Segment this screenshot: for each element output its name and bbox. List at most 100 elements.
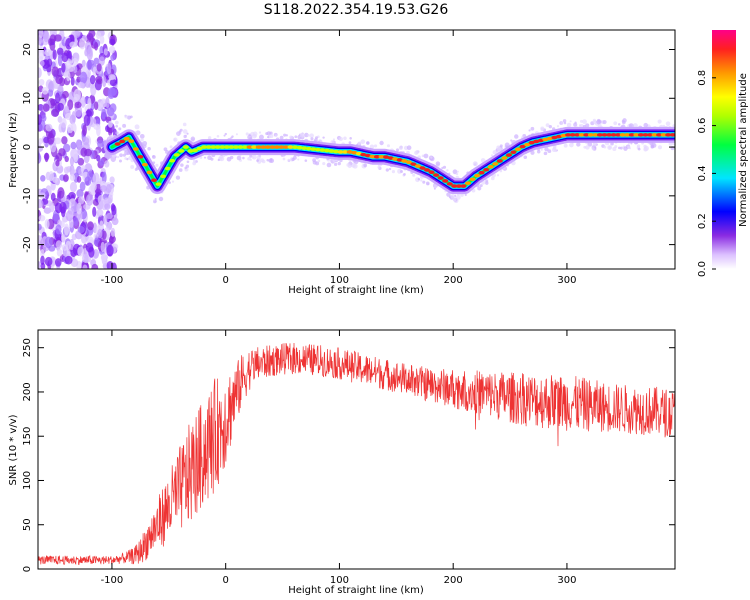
snr-y-ticks: 0 50 100 150 200 250 [22, 338, 675, 572]
noise-blob [70, 141, 77, 150]
noise-blob [101, 75, 107, 88]
halo-blob [412, 173, 416, 177]
noise-blob [95, 31, 102, 40]
colorbar-tick-label: 0.2 [697, 213, 708, 229]
halo-blob [377, 165, 381, 169]
noise-blob [54, 137, 62, 145]
halo-blob [403, 173, 406, 176]
colorbar-tick-label: 0.4 [697, 165, 708, 181]
noise-blob [72, 57, 79, 67]
halo-blob [314, 138, 318, 143]
halo-blob [229, 155, 234, 160]
ridge-peak [524, 142, 531, 147]
halo-blob [554, 149, 558, 153]
halo-blob [373, 144, 378, 148]
halo-blob [115, 124, 119, 128]
ridge-peak [337, 150, 344, 154]
halo-blob [357, 141, 362, 146]
halo-blob [118, 127, 122, 131]
snr-x-ticks: -100 0 100 200 300 [101, 330, 576, 586]
noise-blob [99, 158, 105, 166]
halo-blob [612, 146, 617, 152]
halo-blob [583, 145, 587, 149]
ridge-peak [619, 133, 626, 137]
halo-blob [350, 164, 353, 168]
noise-blob [101, 108, 107, 120]
noise-blob [100, 241, 105, 253]
halo-blob [258, 131, 262, 134]
noise-blob [109, 176, 115, 184]
noise-blob [78, 37, 86, 50]
x-tick-label: 200 [444, 275, 463, 286]
noise-blob [84, 176, 92, 186]
halo-blob [433, 183, 438, 189]
noise-blob [84, 41, 92, 52]
ridge-peak [237, 145, 244, 149]
spectrogram-y-axis-label: Frequency (Hz) [8, 112, 19, 188]
halo-blob [446, 169, 449, 172]
halo-blob [124, 157, 128, 160]
halo-blob [116, 155, 120, 159]
noise-blob [38, 153, 42, 164]
halo-blob [530, 126, 535, 131]
noise-blob [41, 87, 49, 95]
halo-blob [297, 158, 300, 161]
halo-blob [294, 135, 298, 139]
noise-blob [73, 216, 79, 227]
ridge-peak [255, 145, 262, 149]
ridge-peak [596, 133, 603, 137]
noise-blob [69, 41, 76, 48]
halo-blob [369, 144, 375, 149]
halo-blob [363, 163, 368, 168]
halo-blob [608, 145, 612, 149]
noise-blob [97, 228, 103, 239]
ridge-peak [342, 150, 349, 154]
noise-blob [96, 154, 101, 162]
halo-blob [186, 132, 189, 135]
ridge-peak [346, 150, 353, 154]
halo-blob [514, 134, 519, 139]
ridge-peak [405, 160, 412, 164]
halo-blob [130, 165, 135, 169]
noise-blob [80, 96, 86, 108]
halo-blob [274, 134, 278, 137]
halo-blob [585, 145, 590, 150]
y-tick-label: 150 [22, 427, 33, 446]
x-tick-label: 300 [557, 275, 576, 286]
halo-blob [433, 187, 436, 190]
ridge-peak [410, 162, 417, 166]
ridge-peak [219, 145, 226, 149]
halo-blob [460, 193, 464, 197]
ridge-peak [401, 159, 408, 163]
ridge-peak [460, 184, 467, 188]
snr-series-line [38, 342, 675, 566]
halo-blob [269, 157, 273, 161]
noise-blob [59, 201, 67, 214]
halo-blob [456, 170, 459, 173]
noise-blob [49, 202, 55, 213]
ridge-peak [633, 133, 640, 137]
ridge-peak [601, 133, 608, 137]
halo-blob [569, 142, 574, 148]
halo-blob [349, 137, 352, 140]
noise-blob [106, 62, 112, 75]
halo-blob [224, 132, 227, 136]
noise-blob [38, 35, 42, 46]
ridge-peak [651, 133, 658, 137]
noise-blob [51, 108, 60, 117]
ridge-peak [223, 145, 230, 149]
noise-blob [65, 210, 74, 222]
noise-blob [81, 235, 87, 244]
noise-blob [86, 32, 94, 41]
noise-blob [65, 58, 72, 69]
y-tick-label: -10 [22, 188, 33, 204]
y-tick-label: -20 [22, 236, 33, 252]
noise-blob [60, 233, 66, 243]
noise-blob [57, 54, 63, 67]
halo-blob [142, 141, 148, 146]
halo-blob [135, 130, 141, 136]
halo-blob [252, 131, 258, 137]
halo-blob [563, 143, 568, 148]
halo-blob [619, 146, 623, 150]
